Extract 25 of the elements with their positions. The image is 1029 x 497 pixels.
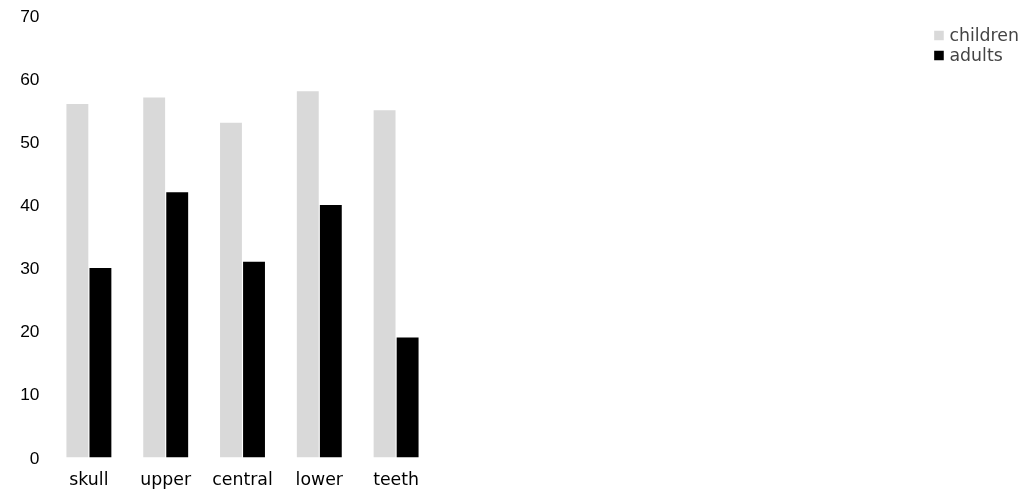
bar <box>243 261 265 458</box>
y-tick-label: 0 <box>29 447 40 468</box>
bar <box>89 268 112 458</box>
x-tick-label: upper <box>140 468 192 489</box>
y-tick-label: 20 <box>20 321 40 342</box>
y-tick-label: 50 <box>20 131 40 152</box>
bar <box>296 91 319 458</box>
bar <box>319 204 342 458</box>
bar <box>166 192 189 458</box>
y-tick-label: 60 <box>20 68 40 89</box>
y-tick-label: 70 <box>20 5 40 26</box>
y-tick-label: 40 <box>20 194 40 215</box>
bar <box>143 97 166 458</box>
x-tick-label: skull <box>69 468 109 489</box>
bar <box>396 337 419 458</box>
x-tick-label: lower <box>295 468 344 489</box>
x-tick-label: teeth <box>373 468 420 489</box>
x-tick-label: central <box>212 468 273 489</box>
bar <box>373 110 396 458</box>
bar <box>66 103 89 458</box>
legend-label: adults <box>949 45 1003 65</box>
legend-label: children <box>949 25 1019 45</box>
y-tick-label: 30 <box>20 258 40 279</box>
bar <box>220 122 242 458</box>
y-tick-label: 10 <box>20 384 40 405</box>
